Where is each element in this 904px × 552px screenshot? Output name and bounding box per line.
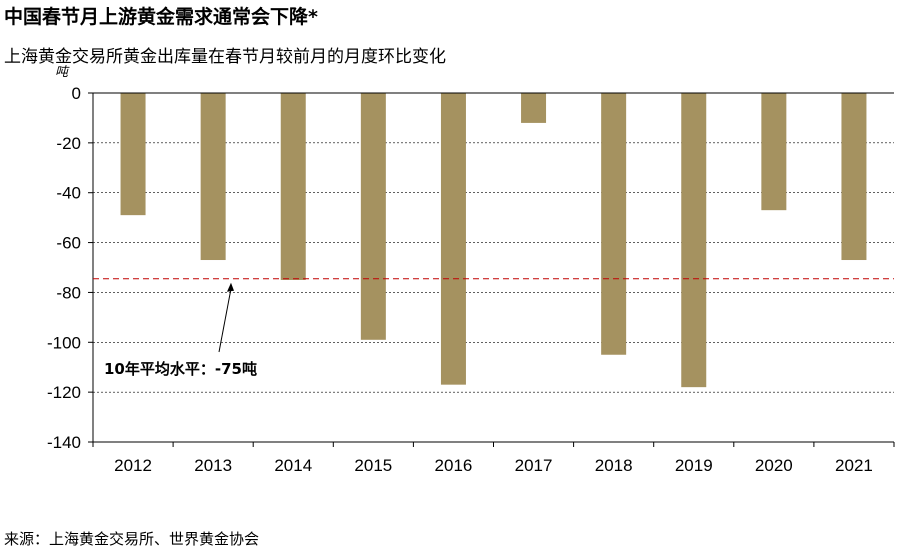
y-tick-label: -120 [47,383,81,402]
y-tick-label: -40 [56,184,81,203]
x-tick-label: 2020 [755,456,793,475]
x-tick-label: 2016 [435,456,473,475]
bar-2016 [440,93,466,385]
bar-2017 [521,93,547,123]
bar-2020 [761,93,787,211]
y-axis-unit-label: 吨 [55,65,70,80]
source-note: 来源：上海黄金交易所、世界黄金协会 [4,530,260,548]
bar-2014 [280,93,306,280]
x-tick-label: 2014 [274,456,312,475]
x-tick-label: 2019 [675,456,713,475]
x-tick-label: 2012 [114,456,152,475]
average-annotation-label: 10年平均水平：-75吨 [104,360,257,378]
bar-2021 [841,93,867,261]
bar-2018 [601,93,627,355]
x-tick-label: 2015 [354,456,392,475]
x-tick-label: 2013 [194,456,232,475]
x-tick-label: 2017 [515,456,553,475]
annotation-arrow-head [227,282,234,292]
y-tick-label: -140 [47,433,81,452]
y-tick-label: -80 [56,283,81,302]
bar-2012 [120,93,146,216]
annotation-arrow-line [218,288,232,353]
y-tick-label: -100 [47,333,81,352]
bar-2015 [360,93,386,340]
x-tick-label: 2018 [595,456,633,475]
chart-title: 中国春节月上游黄金需求通常会下降* [4,6,318,28]
chart-subtitle: 上海黄金交易所黄金出库量在春节月较前月的月度环比变化 [4,47,446,67]
bar-2013 [200,93,226,261]
x-tick-label: 2021 [835,456,873,475]
y-tick-label: -20 [56,134,81,153]
y-tick-label: 0 [72,84,81,103]
bar-2019 [681,93,707,388]
y-tick-label: -60 [56,234,81,253]
